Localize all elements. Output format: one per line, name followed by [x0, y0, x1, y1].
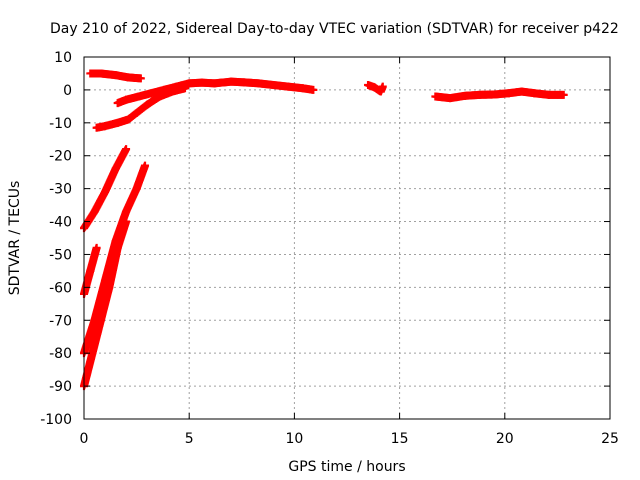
data-marks	[80, 69, 568, 391]
data-point	[180, 84, 189, 93]
y-tick-label: -80	[49, 346, 72, 362]
y-tick-label: 0	[63, 83, 72, 99]
x-axis-label: GPS time / hours	[288, 459, 405, 475]
axis-ticks: 0 5 10 15 20 25 10 0 -10 -20 -30 -40 -50 -60 -70 -80 -90…	[40, 50, 619, 447]
data-point	[141, 161, 150, 170]
x-tick-label: 15	[391, 431, 409, 447]
data-point	[136, 74, 145, 83]
data-point	[378, 82, 387, 91]
series-arc-2	[113, 77, 318, 108]
data-point	[559, 90, 568, 99]
y-tick-label: -10	[49, 116, 72, 132]
y-tick-label: -90	[49, 379, 72, 395]
data-point	[309, 85, 318, 94]
series-arc-4	[364, 80, 387, 96]
x-tick-label: 25	[601, 431, 619, 447]
series-arc-3	[92, 84, 189, 132]
series-arc-1	[86, 69, 145, 83]
x-tick-label: 5	[185, 431, 194, 447]
y-tick-label: -70	[49, 313, 72, 329]
chart-title: Day 210 of 2022, Sidereal Day-to-day VTE…	[50, 21, 619, 37]
plot-frame	[83, 56, 611, 420]
y-tick-label: -60	[49, 280, 72, 296]
y-tick-label: -40	[49, 215, 72, 231]
grid	[84, 57, 610, 419]
data-point	[122, 145, 131, 154]
y-tick-label: -20	[49, 149, 72, 165]
x-tick-label: 0	[80, 431, 89, 447]
series-arc-9	[80, 161, 150, 358]
x-tick-label: 20	[496, 431, 514, 447]
series-arc-7	[80, 243, 101, 298]
y-tick-label: 10	[54, 50, 72, 66]
y-tick-label: -100	[40, 412, 72, 428]
series-arc-5	[431, 87, 568, 103]
y-axis-label: SDTVAR / TECUs	[7, 181, 23, 296]
y-tick-label: -30	[49, 182, 72, 198]
data-point	[92, 243, 101, 252]
x-tick-label: 10	[285, 431, 303, 447]
y-tick-label: -50	[49, 247, 72, 263]
